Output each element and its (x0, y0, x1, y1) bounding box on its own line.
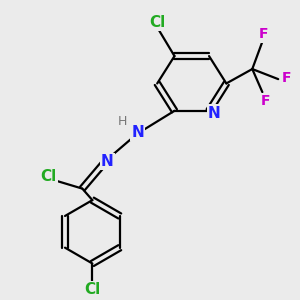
Text: N: N (131, 125, 144, 140)
Text: F: F (259, 28, 268, 41)
Text: N: N (101, 154, 114, 169)
Text: Cl: Cl (84, 282, 101, 297)
Text: Cl: Cl (149, 15, 165, 30)
Text: H: H (117, 115, 127, 128)
Text: F: F (260, 94, 270, 108)
Text: N: N (208, 106, 220, 121)
Text: Cl: Cl (40, 169, 56, 184)
Text: F: F (281, 71, 291, 85)
